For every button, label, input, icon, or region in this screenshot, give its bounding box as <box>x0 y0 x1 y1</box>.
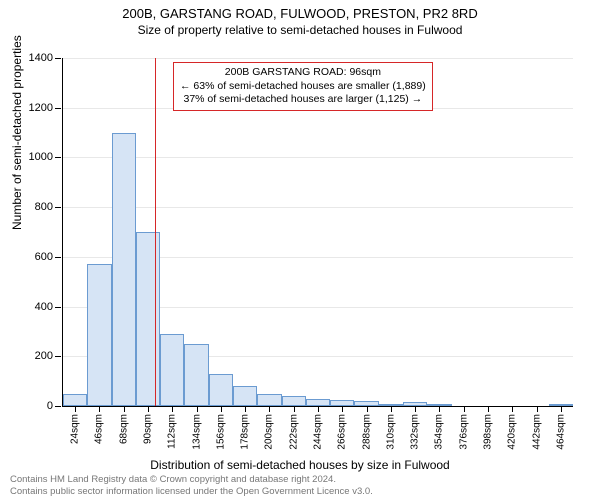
histogram-bar <box>112 133 136 406</box>
y-tick-label: 1200 <box>29 102 53 114</box>
x-tick <box>245 406 246 412</box>
x-tick <box>537 406 538 412</box>
y-tick <box>55 356 61 357</box>
histogram-bar <box>233 386 257 406</box>
x-tick <box>99 406 100 412</box>
x-tick-label: 46sqm <box>94 414 105 444</box>
x-tick <box>148 406 149 412</box>
y-tick-label: 400 <box>35 301 53 313</box>
x-tick <box>488 406 489 412</box>
x-axis-title: Distribution of semi-detached houses by … <box>0 458 600 472</box>
x-tick-label: 266sqm <box>337 414 348 450</box>
footer-line-1: Contains HM Land Registry data © Crown c… <box>10 474 373 486</box>
y-tick-label: 200 <box>35 350 53 362</box>
x-tick-label: 222sqm <box>288 414 299 450</box>
histogram-bar <box>87 264 111 406</box>
x-tick-label: 244sqm <box>313 414 324 450</box>
y-tick-label: 1000 <box>29 151 53 163</box>
histogram-bar <box>184 344 208 406</box>
y-tick <box>55 406 61 407</box>
x-tick <box>75 406 76 412</box>
x-tick-label: 112sqm <box>167 414 178 449</box>
histogram-bar <box>209 374 233 406</box>
x-tick-label: 398sqm <box>483 414 494 450</box>
x-tick <box>439 406 440 412</box>
x-tick <box>342 406 343 412</box>
histogram-bar <box>63 394 87 406</box>
grid-line <box>63 207 573 208</box>
x-tick-label: 376sqm <box>458 414 469 450</box>
histogram-bar <box>257 394 281 406</box>
footer-attribution: Contains HM Land Registry data © Crown c… <box>10 474 373 498</box>
x-tick-label: 310sqm <box>385 414 396 450</box>
x-tick <box>512 406 513 412</box>
x-tick-label: 68sqm <box>118 414 129 444</box>
y-tick-label: 1400 <box>29 52 53 64</box>
y-tick <box>55 307 61 308</box>
histogram-bar <box>282 396 306 406</box>
x-tick <box>294 406 295 412</box>
marker-line <box>155 58 156 406</box>
x-tick <box>124 406 125 412</box>
y-tick-label: 600 <box>35 251 53 263</box>
x-tick <box>318 406 319 412</box>
y-tick-label: 0 <box>47 400 53 412</box>
x-tick-label: 24sqm <box>70 414 81 444</box>
x-tick-label: 134sqm <box>191 414 202 450</box>
y-axis-title: Number of semi-detached properties <box>10 35 24 230</box>
info-box-line-3: 37% of semi-detached houses are larger (… <box>180 93 426 107</box>
grid-line <box>63 157 573 158</box>
y-tick <box>55 157 61 158</box>
x-tick <box>464 406 465 412</box>
x-tick-label: 354sqm <box>434 414 445 450</box>
x-tick <box>561 406 562 412</box>
x-tick <box>172 406 173 412</box>
grid-line <box>63 58 573 59</box>
x-tick <box>391 406 392 412</box>
x-tick-label: 200sqm <box>264 414 275 450</box>
x-tick <box>415 406 416 412</box>
chart-title-sub: Size of property relative to semi-detach… <box>0 23 600 37</box>
info-box: 200B GARSTANG ROAD: 96sqm← 63% of semi-d… <box>173 62 433 111</box>
histogram-bar <box>136 232 160 406</box>
chart-title-main: 200B, GARSTANG ROAD, FULWOOD, PRESTON, P… <box>0 6 600 21</box>
x-tick <box>221 406 222 412</box>
y-tick <box>55 257 61 258</box>
histogram-bar <box>160 334 184 406</box>
y-tick <box>55 58 61 59</box>
x-tick-label: 156sqm <box>215 414 226 450</box>
x-tick-label: 90sqm <box>143 414 154 444</box>
x-tick-label: 332sqm <box>410 414 421 450</box>
x-tick <box>367 406 368 412</box>
x-tick-label: 442sqm <box>531 414 542 450</box>
x-tick-label: 420sqm <box>507 414 518 450</box>
histogram-bar <box>306 399 330 406</box>
x-tick-label: 288sqm <box>361 414 372 450</box>
y-tick <box>55 108 61 109</box>
x-tick-label: 178sqm <box>240 414 251 450</box>
x-tick-label: 464sqm <box>555 414 566 450</box>
chart-plot-area: 020040060080010001200140024sqm46sqm68sqm… <box>62 58 573 407</box>
x-tick <box>197 406 198 412</box>
footer-line-2: Contains public sector information licen… <box>10 486 373 498</box>
info-box-line-2: ← 63% of semi-detached houses are smalle… <box>180 80 426 94</box>
y-tick-label: 800 <box>35 201 53 213</box>
y-tick <box>55 207 61 208</box>
x-tick <box>269 406 270 412</box>
info-box-line-1: 200B GARSTANG ROAD: 96sqm <box>180 66 426 80</box>
